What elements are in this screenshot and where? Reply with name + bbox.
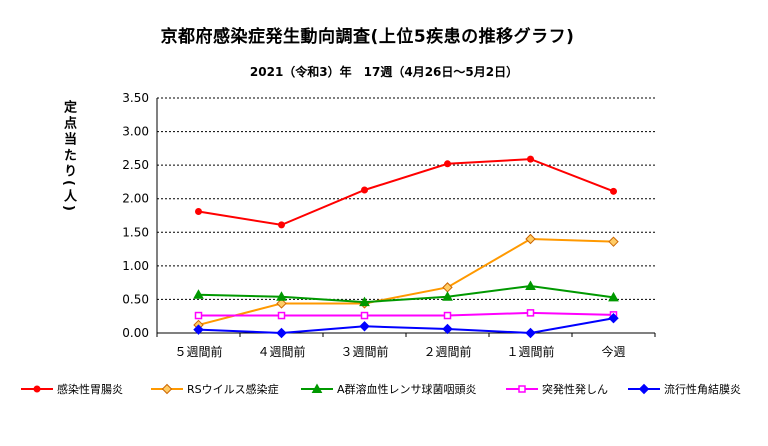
x-tick-label: ３週間前	[340, 344, 388, 359]
data-point	[444, 160, 451, 168]
legend-label: 感染性胃腸炎	[57, 383, 123, 396]
legend-marker	[518, 385, 526, 393]
legend-item: A群溶血性レンサ球菌咽頭炎	[300, 376, 477, 402]
data-point	[442, 282, 453, 293]
legend-label: A群溶血性レンサ球菌咽頭炎	[337, 383, 477, 396]
series-line	[198, 284, 614, 304]
data-point	[360, 311, 369, 320]
data-point	[276, 327, 287, 339]
data-point	[278, 221, 285, 229]
series-line	[198, 158, 614, 226]
legend-item: 感染性胃腸炎	[20, 376, 123, 402]
y-tick-label: 2.00	[122, 192, 149, 206]
data-point	[194, 311, 203, 320]
y-tick-label: 3.00	[122, 125, 149, 139]
y-tick-label: 0.50	[122, 292, 149, 306]
data-point	[525, 233, 536, 245]
data-point	[608, 291, 619, 302]
legend-marker	[161, 383, 173, 395]
data-point	[525, 280, 536, 290]
y-axis-label: 定点当たり(人)	[61, 100, 76, 214]
legend-item: 突発性発しん	[505, 376, 608, 402]
x-tick-label: ５週間前	[174, 344, 222, 359]
legend-swatch	[301, 383, 333, 393]
data-point	[276, 298, 287, 309]
data-point	[442, 323, 453, 335]
series-line	[198, 311, 614, 317]
data-point	[608, 313, 619, 324]
data-point	[359, 321, 370, 332]
x-tick-label: ４週間前	[257, 344, 305, 359]
data-point	[526, 309, 535, 317]
series-line	[198, 237, 614, 326]
legend-label: 流行性角結膜炎	[664, 383, 741, 396]
legend-marker	[33, 385, 41, 393]
data-point	[359, 296, 370, 307]
y-tick-label: 2.50	[122, 158, 149, 172]
data-point	[195, 207, 202, 215]
chart-legend: 感染性胃腸炎 RSウイルス感染症 A群溶血性レンサ球菌咽頭炎 突発性発しん 流行性角結膜…	[0, 376, 768, 404]
data-point	[193, 289, 204, 299]
y-tick-label: 3.50	[122, 91, 149, 105]
y-tick-label: 0.00	[122, 326, 149, 340]
x-tick-label: 今週	[601, 344, 625, 359]
chart-subtitle: 2021（令和3）年 17週（4月26日～5月2日）	[249, 65, 519, 79]
data-point	[443, 311, 452, 320]
legend-label: 突発性発しん	[542, 383, 608, 396]
x-tick-label: １週間前	[506, 344, 554, 359]
data-point	[442, 291, 453, 301]
legend-marker	[311, 383, 323, 393]
data-point	[525, 327, 536, 339]
y-tick-label: 1.00	[122, 259, 149, 273]
data-point	[361, 186, 368, 194]
data-point	[193, 324, 204, 335]
y-tick-label: 1.50	[122, 225, 149, 239]
legend-swatch	[628, 383, 660, 395]
legend-item: RSウイルス感染症	[150, 376, 279, 402]
legend-marker	[638, 383, 650, 395]
x-tick-label: ２週間前	[423, 344, 471, 359]
data-point	[277, 311, 286, 320]
data-point	[608, 236, 619, 247]
legend-swatch	[21, 385, 53, 393]
legend-item: 流行性角結膜炎	[627, 376, 741, 402]
legend-swatch	[151, 383, 183, 395]
series-line	[198, 317, 614, 335]
legend-label: RSウイルス感染症	[187, 383, 279, 396]
data-point	[610, 187, 617, 195]
legend-swatch	[506, 385, 538, 393]
data-point	[527, 155, 534, 163]
data-point	[276, 291, 287, 301]
chart-title: 京都府感染症発生動向調査(上位5疾患の推移グラフ)	[160, 27, 575, 47]
